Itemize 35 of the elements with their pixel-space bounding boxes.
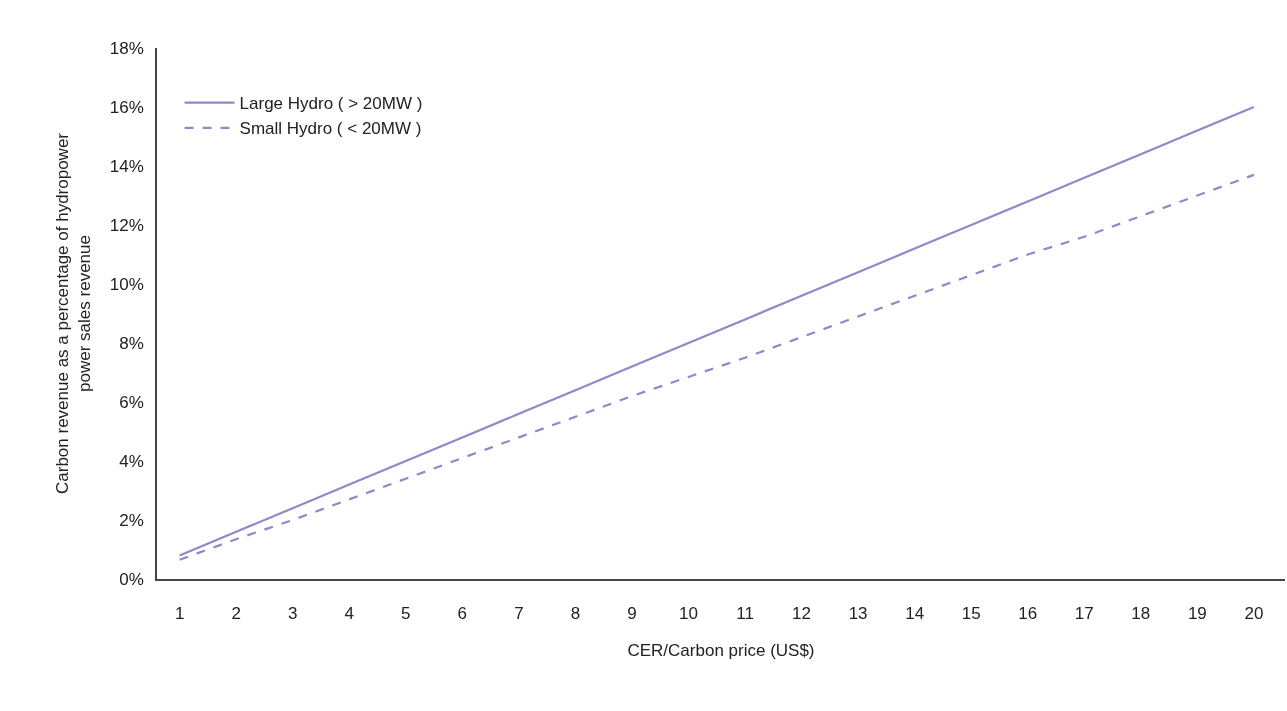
x-tick-label: 13 (848, 604, 868, 624)
x-tick-label: 12 (792, 604, 812, 624)
y-tick-label: 18% (109, 38, 144, 58)
y-tick-label: 16% (109, 97, 144, 117)
x-tick-label: 11 (736, 604, 754, 624)
x-tick-label: 2 (231, 604, 241, 624)
y-tick-label: 2% (119, 510, 144, 530)
x-axis-title: CER/Carbon price (US$) (627, 641, 815, 661)
legend-label: Large Hydro ( > 20MW ) (239, 94, 423, 114)
y-tick-label: 10% (109, 274, 144, 294)
line-series (178, 173, 1255, 561)
x-tick-label: 5 (401, 604, 411, 624)
legend-label: Small Hydro ( < 20MW ) (239, 119, 422, 139)
y-axis-title: Carbon revenue as a percentage of hydropower power sales revenue (52, 132, 94, 495)
x-tick-label: 20 (1244, 604, 1264, 624)
x-tick-label: 15 (961, 604, 981, 624)
y-tick-label: 12% (109, 215, 144, 235)
x-tick-label: 9 (627, 604, 637, 624)
x-tick-label: 19 (1187, 604, 1207, 624)
y-tick-label: 4% (119, 451, 144, 471)
x-tick-label: 6 (457, 604, 468, 624)
x-tick-label: 3 (287, 604, 298, 624)
x-tick-label: 16 (1018, 604, 1038, 624)
x-tick-label: 10 (679, 604, 698, 624)
x-tick-label: 8 (570, 604, 581, 624)
y-tick-label: 14% (109, 156, 144, 176)
x-tick-label: 4 (344, 604, 354, 624)
x-tick-label: 1 (174, 604, 185, 624)
x-tick-label: 17 (1074, 604, 1094, 624)
x-tick-label: 14 (905, 604, 925, 624)
y-tick-label: 6% (119, 392, 144, 412)
x-tick-label: 7 (514, 604, 524, 624)
y-tick-label: 8% (119, 333, 144, 353)
y-tick-label: 0% (119, 569, 144, 589)
x-tick-label: 18 (1131, 604, 1151, 624)
